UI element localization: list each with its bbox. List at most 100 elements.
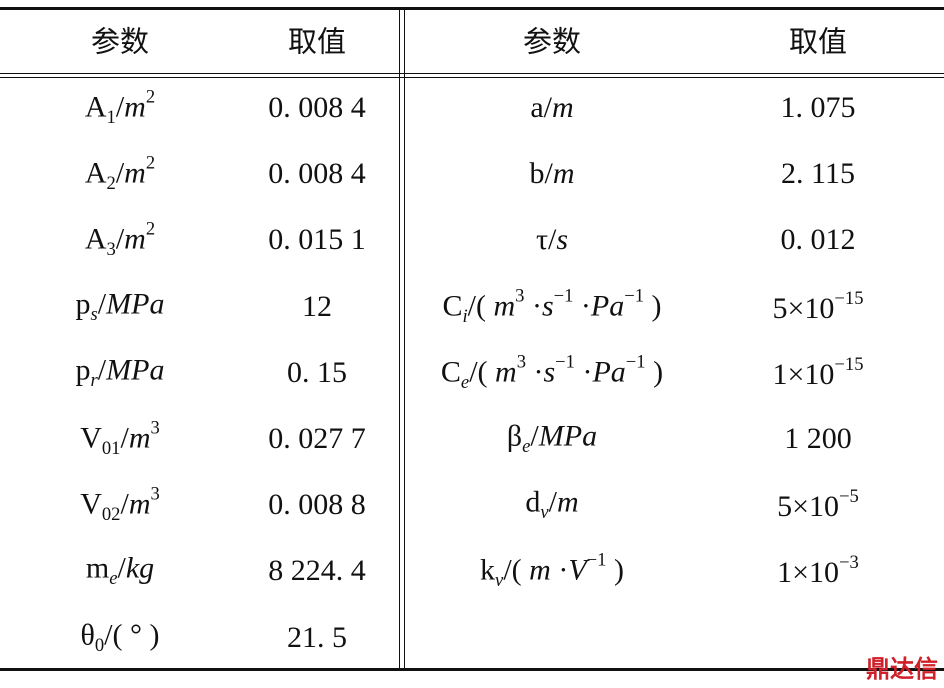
value-cell: 5×10−5 <box>777 487 859 522</box>
text-segment: 3 <box>106 239 116 261</box>
parameter-cell: V01/m3 <box>80 419 160 458</box>
text-segment: / <box>548 223 557 257</box>
value-cell: 1 200 <box>784 422 852 455</box>
value-cell: 2. 115 <box>781 157 855 191</box>
text-segment: −1 <box>586 549 607 571</box>
header-rule <box>0 73 944 74</box>
bottom-rule <box>0 668 944 671</box>
top-rule <box>0 7 944 10</box>
text-segment: V <box>80 421 102 455</box>
text-segment: A <box>84 222 107 256</box>
text-segment: θ <box>80 618 95 652</box>
text-segment: / <box>120 487 129 521</box>
text-segment: m <box>529 553 551 587</box>
text-segment: / <box>117 551 126 585</box>
parameter-cell: kv/( m ·V−1 ) <box>480 549 624 592</box>
text-segment: e <box>460 371 470 393</box>
column-divider <box>404 7 405 671</box>
text-segment: A <box>84 90 107 124</box>
text-segment: Pa <box>592 355 626 389</box>
text-segment: s <box>543 355 556 389</box>
text-segment: 1×10 <box>777 556 840 590</box>
text-segment: V <box>568 553 587 587</box>
text-segment: / <box>97 353 107 387</box>
text-segment: / <box>544 157 553 191</box>
parameter-cell: τ/s <box>536 225 568 255</box>
parameter-cell: θ0/( ° ) <box>81 620 160 655</box>
value-cell: 8 224. 4 <box>268 554 366 588</box>
header-rule <box>0 77 944 78</box>
value-cell: 21. 5 <box>287 620 347 654</box>
text-segment: A <box>84 156 107 190</box>
parameter-cell: Ci/( m3 ·s−1 ·Pa−1 ) <box>442 285 662 327</box>
text-segment: d <box>525 485 541 519</box>
text-segment: ) <box>645 355 664 389</box>
text-segment: C <box>442 289 463 323</box>
text-segment: m <box>493 289 516 323</box>
text-segment: kg <box>125 551 155 585</box>
text-segment: MPa <box>106 353 165 387</box>
text-segment: / <box>115 156 125 190</box>
value-cell: 12 <box>302 289 332 323</box>
text-segment: MPa <box>106 287 165 321</box>
column-divider <box>399 7 400 671</box>
text-segment: −1 <box>625 351 646 373</box>
parameter-cell: A2/m2 <box>84 154 155 194</box>
text-segment: 0 <box>94 634 105 656</box>
value-cell: 1×10−3 <box>777 554 859 588</box>
text-segment: · <box>574 355 593 389</box>
text-segment: b <box>529 157 545 191</box>
value-cell: 0. 015 1 <box>268 223 366 257</box>
value-cell: 1×10−15 <box>772 353 864 390</box>
text-segment: s <box>90 303 98 325</box>
text-segment: −1 <box>555 351 575 373</box>
parameter-cell: dv/m <box>525 485 578 524</box>
parameter-cell: b/m <box>529 159 574 189</box>
text-segment: · <box>525 355 544 389</box>
text-segment: 3 <box>515 285 525 307</box>
text-segment: C <box>440 355 461 389</box>
text-segment: 3 <box>150 483 160 505</box>
watermark: 鼎达信 <box>866 655 938 683</box>
text-segment: v <box>495 570 504 592</box>
text-segment: −15 <box>834 353 864 375</box>
text-segment: · <box>524 289 542 323</box>
text-segment: v <box>540 502 549 524</box>
text-segment: i <box>462 305 468 327</box>
text-segment: m <box>495 355 517 389</box>
text-segment: / <box>548 485 557 519</box>
text-segment: / <box>115 90 125 124</box>
value-cell: 0. 008 4 <box>268 157 366 191</box>
value-cell: 0. 008 4 <box>268 91 366 124</box>
text-segment: 3 <box>516 351 526 373</box>
text-segment: ) <box>644 289 662 323</box>
text-segment: /( <box>467 289 494 323</box>
text-segment: τ <box>535 223 549 257</box>
text-segment: m <box>552 91 574 124</box>
text-segment: β <box>506 419 523 453</box>
parameter-cell: A1/m2 <box>85 88 155 127</box>
parameter-cell: a/m <box>530 93 573 123</box>
parameter-cell: me/kg <box>86 551 155 589</box>
parameter-cell: Ce/( m3 ·s−1 ·Pa−1 ) <box>440 351 664 393</box>
text-segment: s <box>556 223 569 257</box>
parameter-cell: V02/m3 <box>80 483 160 525</box>
text-segment: 2 <box>145 218 156 240</box>
text-segment: /( ° ) <box>104 618 160 652</box>
text-segment: k <box>480 553 496 587</box>
parameter-cell: A3/m2 <box>84 218 156 261</box>
text-segment: 2 <box>145 86 156 108</box>
text-segment: / <box>97 287 107 321</box>
text-segment: V <box>80 487 102 521</box>
header-cell: 参数 <box>90 24 150 59</box>
text-segment: / <box>115 222 125 256</box>
value-cell: 0. 027 7 <box>268 422 366 455</box>
text-segment: /( <box>469 355 496 389</box>
text-segment: 3 <box>150 417 160 439</box>
text-segment: / <box>543 91 552 124</box>
text-segment: p <box>75 353 91 387</box>
text-segment: m <box>124 90 146 124</box>
parameter-cell: ps/MPa <box>76 289 165 324</box>
text-segment: 5×10 <box>772 291 835 325</box>
